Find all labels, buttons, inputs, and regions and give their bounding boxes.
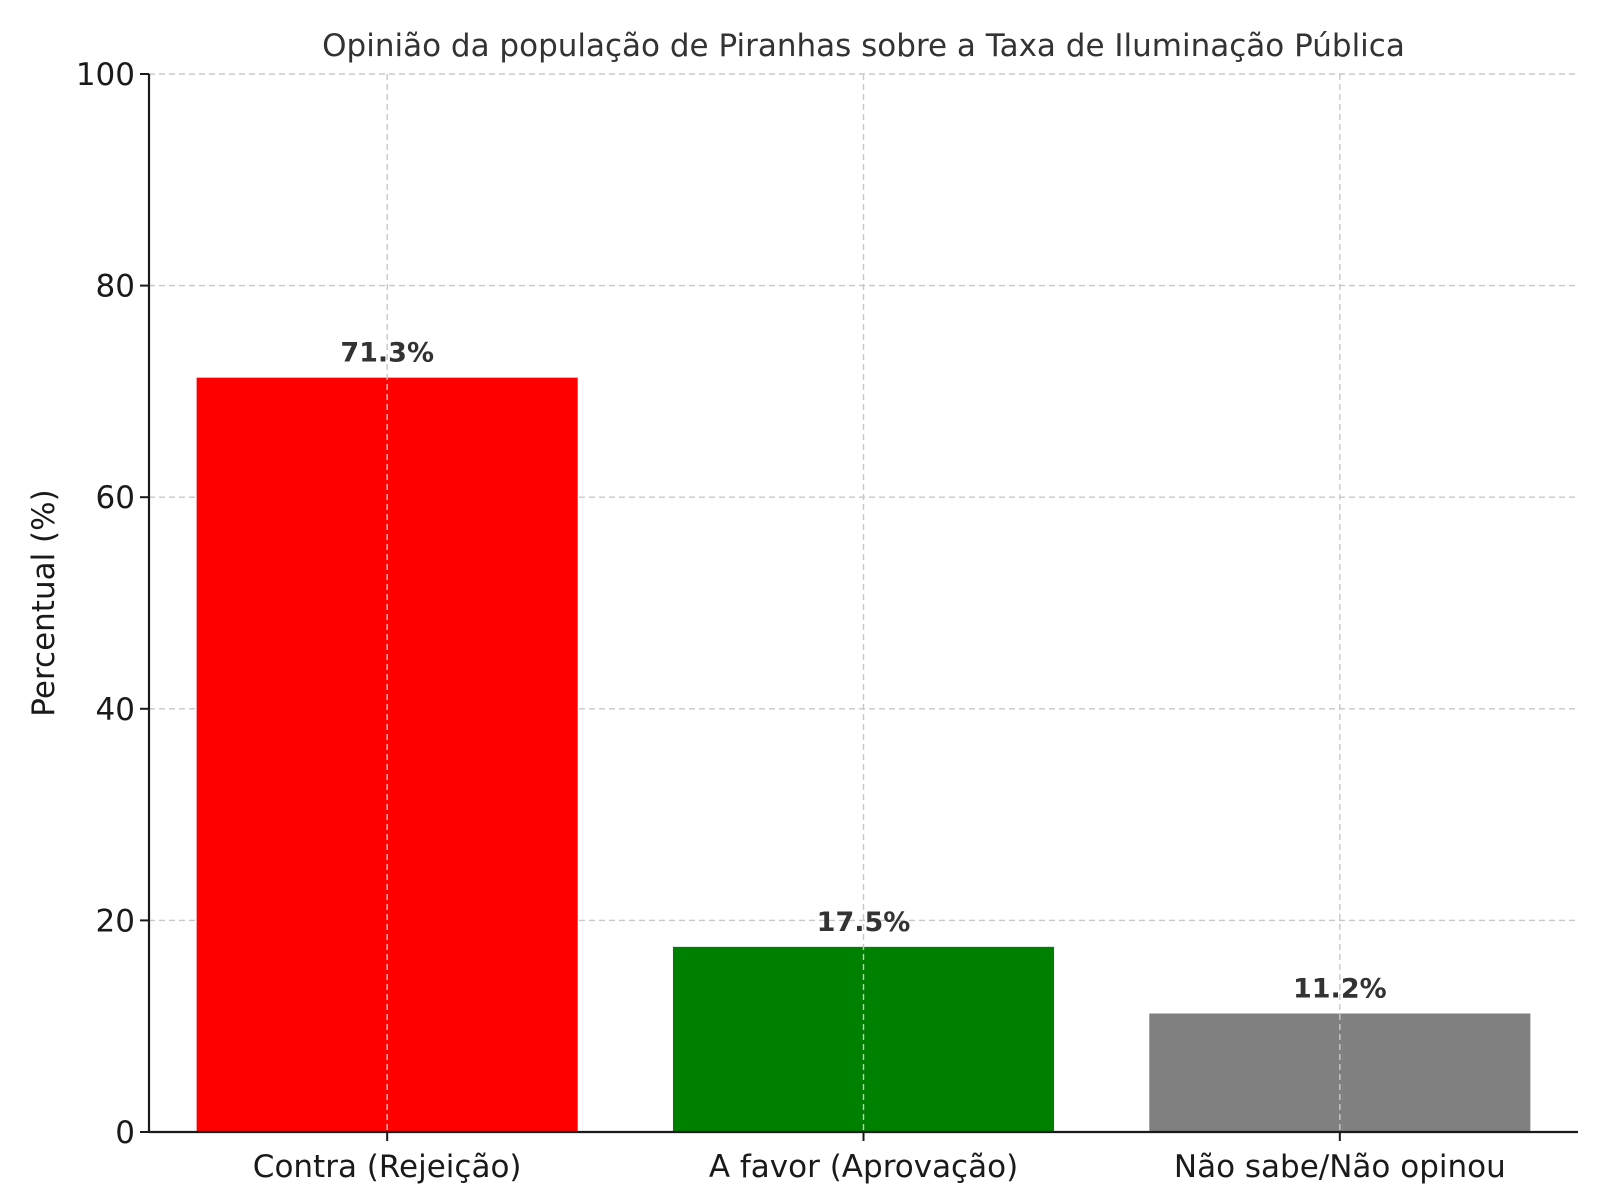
y-tick-label: 0 <box>115 1115 135 1151</box>
y-tick-label: 40 <box>96 692 135 728</box>
x-tick-label: Não sabe/Não opinou <box>1174 1149 1506 1185</box>
chart-title: Opinião da população de Piranhas sobre a… <box>322 28 1405 64</box>
x-tick-label: Contra (Rejeição) <box>253 1149 522 1185</box>
data-label: 17.5% <box>817 907 911 938</box>
x-tick-label: A favor (Aprovação) <box>709 1149 1018 1185</box>
y-ticks: 0 20 40 60 80 100 <box>76 57 149 1151</box>
data-label: 71.3% <box>340 338 434 369</box>
data-label: 11.2% <box>1293 974 1387 1005</box>
bar <box>1149 1013 1531 1132</box>
data-labels: 71.3% 17.5% 11.2% <box>340 338 1386 1005</box>
x-ticks: Contra (Rejeição) A favor (Aprovação) Não … <box>253 1132 1506 1185</box>
y-axis-label: Percentual (%) <box>26 489 62 716</box>
y-tick-label: 80 <box>96 269 135 305</box>
vertical-grid <box>386 74 1341 1132</box>
y-tick-label: 20 <box>96 903 135 939</box>
y-tick-label: 100 <box>76 57 135 93</box>
y-tick-label: 60 <box>96 480 135 516</box>
